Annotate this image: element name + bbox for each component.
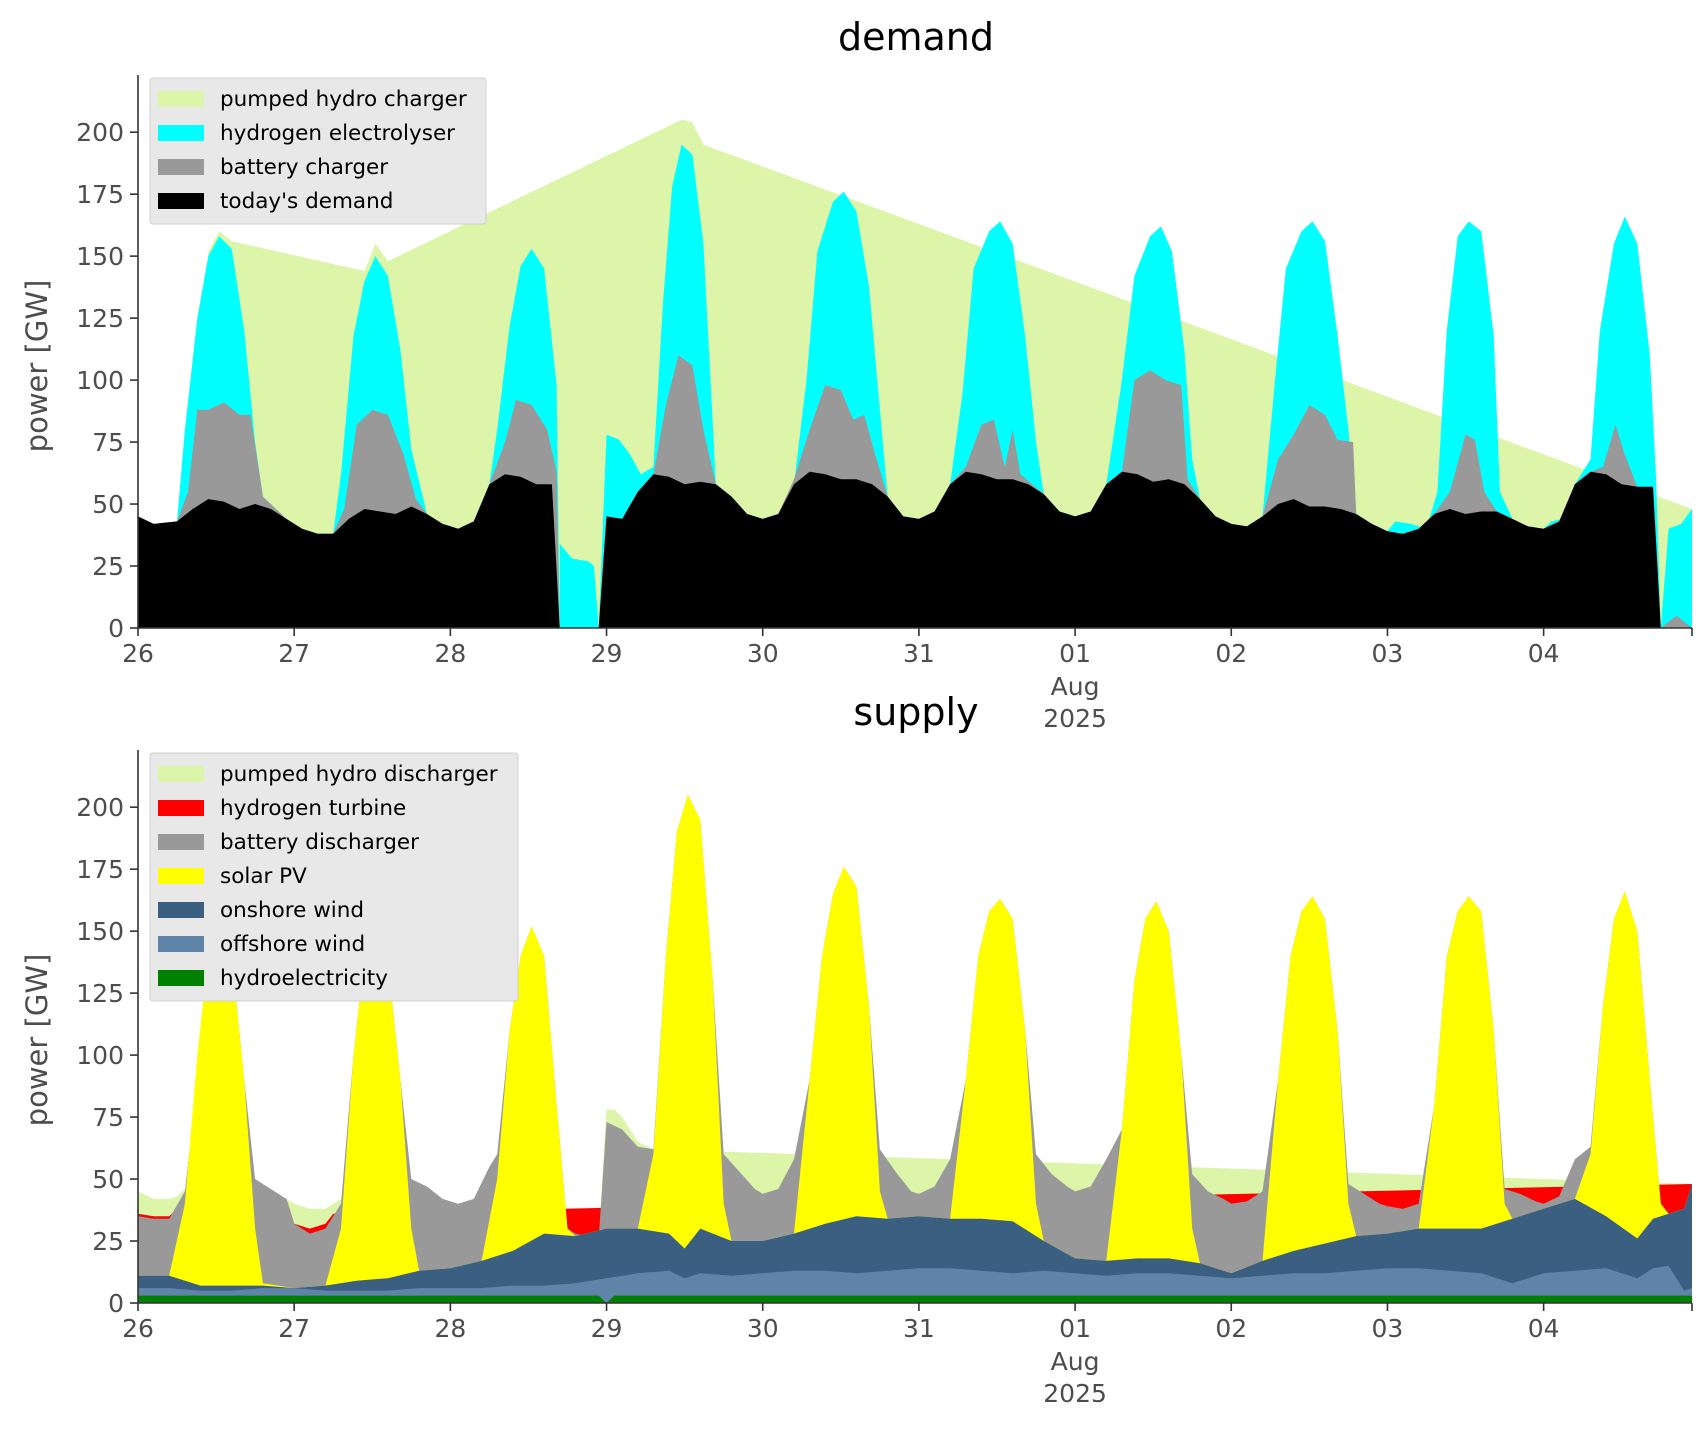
chart-title-demand: demand <box>838 15 994 59</box>
y-axis-label-supply: power [GW] <box>20 954 54 1127</box>
legend-label-pumped-hydro-discharger: pumped hydro discharger <box>220 762 498 787</box>
y-tick-label: 150 <box>76 917 124 946</box>
x-year-label: 2025 <box>1043 704 1107 733</box>
legend-swatch-hydroelectricity <box>158 970 204 986</box>
x-tick-label: 31 <box>903 1314 935 1343</box>
x-tick-label: 31 <box>903 639 935 668</box>
y-tick-label: 75 <box>92 428 124 457</box>
x-tick-label: 04 <box>1528 1314 1560 1343</box>
legend-label-hydrogen-turbine: hydrogen turbine <box>220 796 406 821</box>
x-month-label: Aug <box>1051 1347 1100 1376</box>
x-tick-label: 03 <box>1372 639 1404 668</box>
y-tick-label: 25 <box>92 552 124 581</box>
legend-label-today-s-demand: today's demand <box>220 189 393 214</box>
legend-demand: pumped hydro charger hydrogen electrolyse… <box>149 77 487 225</box>
y-tick-label: 25 <box>92 1227 124 1256</box>
legend-swatch-solar-pv <box>158 868 204 884</box>
chart-supply: supply power [GW] 0 25 50 75 100 125 150 175 200… <box>20 690 1693 1408</box>
legend-supply: pumped hydro discharger hydrogen turbine b… <box>149 752 519 1002</box>
y-tick-label: 200 <box>76 793 124 822</box>
y-tick-label: 125 <box>76 979 124 1008</box>
legend-label-battery-charger: battery charger <box>220 155 388 180</box>
legend-label-solar-pv: solar PV <box>220 864 307 889</box>
y-tick-label: 75 <box>92 1103 124 1132</box>
legend-label-offshore-wind: offshore wind <box>220 932 365 957</box>
y-tick-label: 0 <box>108 614 124 643</box>
legend-swatch-hydrogen-electrolyser <box>158 125 204 141</box>
area-hydroelectricity <box>138 1295 1692 1303</box>
y-tick-label: 200 <box>76 118 124 147</box>
y-tick-label: 175 <box>76 855 124 884</box>
x-tick-label: 01 <box>1059 639 1091 668</box>
x-tick-label: 27 <box>278 1314 310 1343</box>
x-month-label: Aug <box>1051 672 1100 701</box>
legend-label-battery-discharger: battery discharger <box>220 830 419 855</box>
axes-demand: 0 25 50 75 100 125 150 175 200 26 27 28 29 30 31 01 02 03… <box>76 75 1693 733</box>
legend-label-pumped-hydro-charger: pumped hydro charger <box>220 87 467 112</box>
y-tick-label: 100 <box>76 1041 124 1070</box>
legend-box <box>149 752 519 1002</box>
chart-demand: demand power [GW] 0 25 50 75 100 125 150 175 200… <box>20 15 1693 733</box>
legend-swatch-battery-discharger <box>158 834 204 850</box>
legend-swatch-offshore-wind <box>158 936 204 952</box>
legend-swatch-hydrogen-turbine <box>158 800 204 816</box>
legend-label-onshore-wind: onshore wind <box>220 898 364 923</box>
plot-area-supply <box>138 794 1692 1303</box>
y-tick-label: 50 <box>92 1165 124 1194</box>
axes-supply: 0 25 50 75 100 125 150 175 200 26 27 28 29 30 31 01 02 03… <box>76 750 1693 1408</box>
y-tick-label: 0 <box>108 1289 124 1318</box>
y-tick-label: 125 <box>76 304 124 333</box>
x-tick-label: 04 <box>1528 639 1560 668</box>
x-tick-label: 26 <box>122 639 154 668</box>
legend-box <box>149 77 487 225</box>
x-tick-label: 01 <box>1059 1314 1091 1343</box>
x-tick-label: 02 <box>1215 1314 1247 1343</box>
x-tick-label: 02 <box>1215 639 1247 668</box>
legend-swatch-pumped-hydro-discharger <box>158 766 204 782</box>
legend-swatch-battery-charger <box>158 159 204 175</box>
y-tick-label: 175 <box>76 180 124 209</box>
x-tick-label: 27 <box>278 639 310 668</box>
legend-swatch-pumped-hydro-charger <box>158 91 204 107</box>
x-tick-label: 29 <box>591 639 623 668</box>
legend-label-hydrogen-electrolyser: hydrogen electrolyser <box>220 121 455 146</box>
legend-swatch-onshore-wind <box>158 902 204 918</box>
legend-swatch-today-s-demand <box>158 193 204 209</box>
plot-area-demand <box>138 119 1692 629</box>
x-tick-label: 28 <box>434 639 466 668</box>
y-axis-label-demand: power [GW] <box>20 280 54 453</box>
x-year-label: 2025 <box>1043 1379 1107 1408</box>
x-tick-label: 29 <box>591 1314 623 1343</box>
area-onshore-wind <box>138 1184 1692 1303</box>
area-solar-pv <box>138 794 1692 1303</box>
x-tick-label: 26 <box>122 1314 154 1343</box>
x-tick-label: 30 <box>747 639 779 668</box>
y-tick-label: 150 <box>76 242 124 271</box>
x-tick-label: 28 <box>434 1314 466 1343</box>
area-offshore-wind <box>138 1265 1692 1303</box>
y-tick-label: 100 <box>76 366 124 395</box>
legend-label-hydroelectricity: hydroelectricity <box>220 966 388 991</box>
x-tick-label: 30 <box>747 1314 779 1343</box>
chart-title-supply: supply <box>853 690 978 734</box>
area-today-s-demand <box>138 471 1692 628</box>
x-tick-label: 03 <box>1372 1314 1404 1343</box>
y-tick-label: 50 <box>92 490 124 519</box>
